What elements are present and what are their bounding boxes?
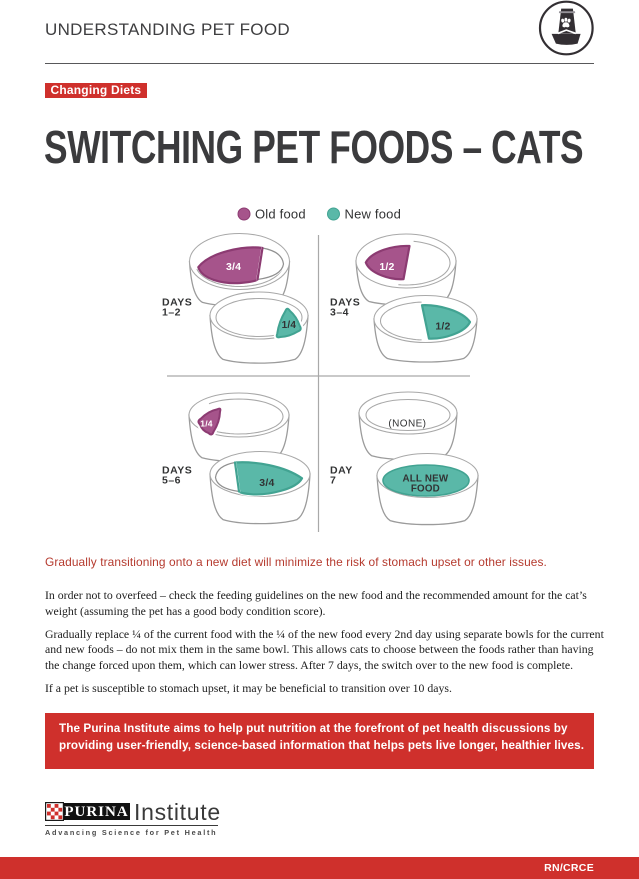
svg-text:3/4: 3/4 (226, 261, 241, 273)
svg-text:1/4: 1/4 (282, 320, 297, 331)
svg-text:New food: New food (345, 207, 402, 222)
svg-text:(NONE): (NONE) (388, 418, 426, 429)
svg-text:1/2: 1/2 (435, 321, 450, 333)
svg-text:DAYS: DAYS (330, 297, 360, 309)
svg-text:3/4: 3/4 (259, 477, 274, 489)
svg-text:FOOD: FOOD (411, 484, 440, 495)
svg-text:3–4: 3–4 (330, 307, 349, 319)
svg-text:7: 7 (330, 475, 336, 487)
svg-text:5–6: 5–6 (162, 475, 181, 487)
svg-text:Old food: Old food (255, 207, 306, 222)
svg-text:ALL NEW: ALL NEW (402, 473, 448, 484)
svg-text:1–2: 1–2 (162, 307, 181, 319)
svg-text:DAYS: DAYS (162, 297, 192, 309)
svg-text:DAYS: DAYS (162, 465, 192, 477)
svg-text:DAY: DAY (330, 465, 353, 477)
svg-text:1/2: 1/2 (379, 261, 394, 273)
svg-text:1/4: 1/4 (200, 419, 212, 429)
